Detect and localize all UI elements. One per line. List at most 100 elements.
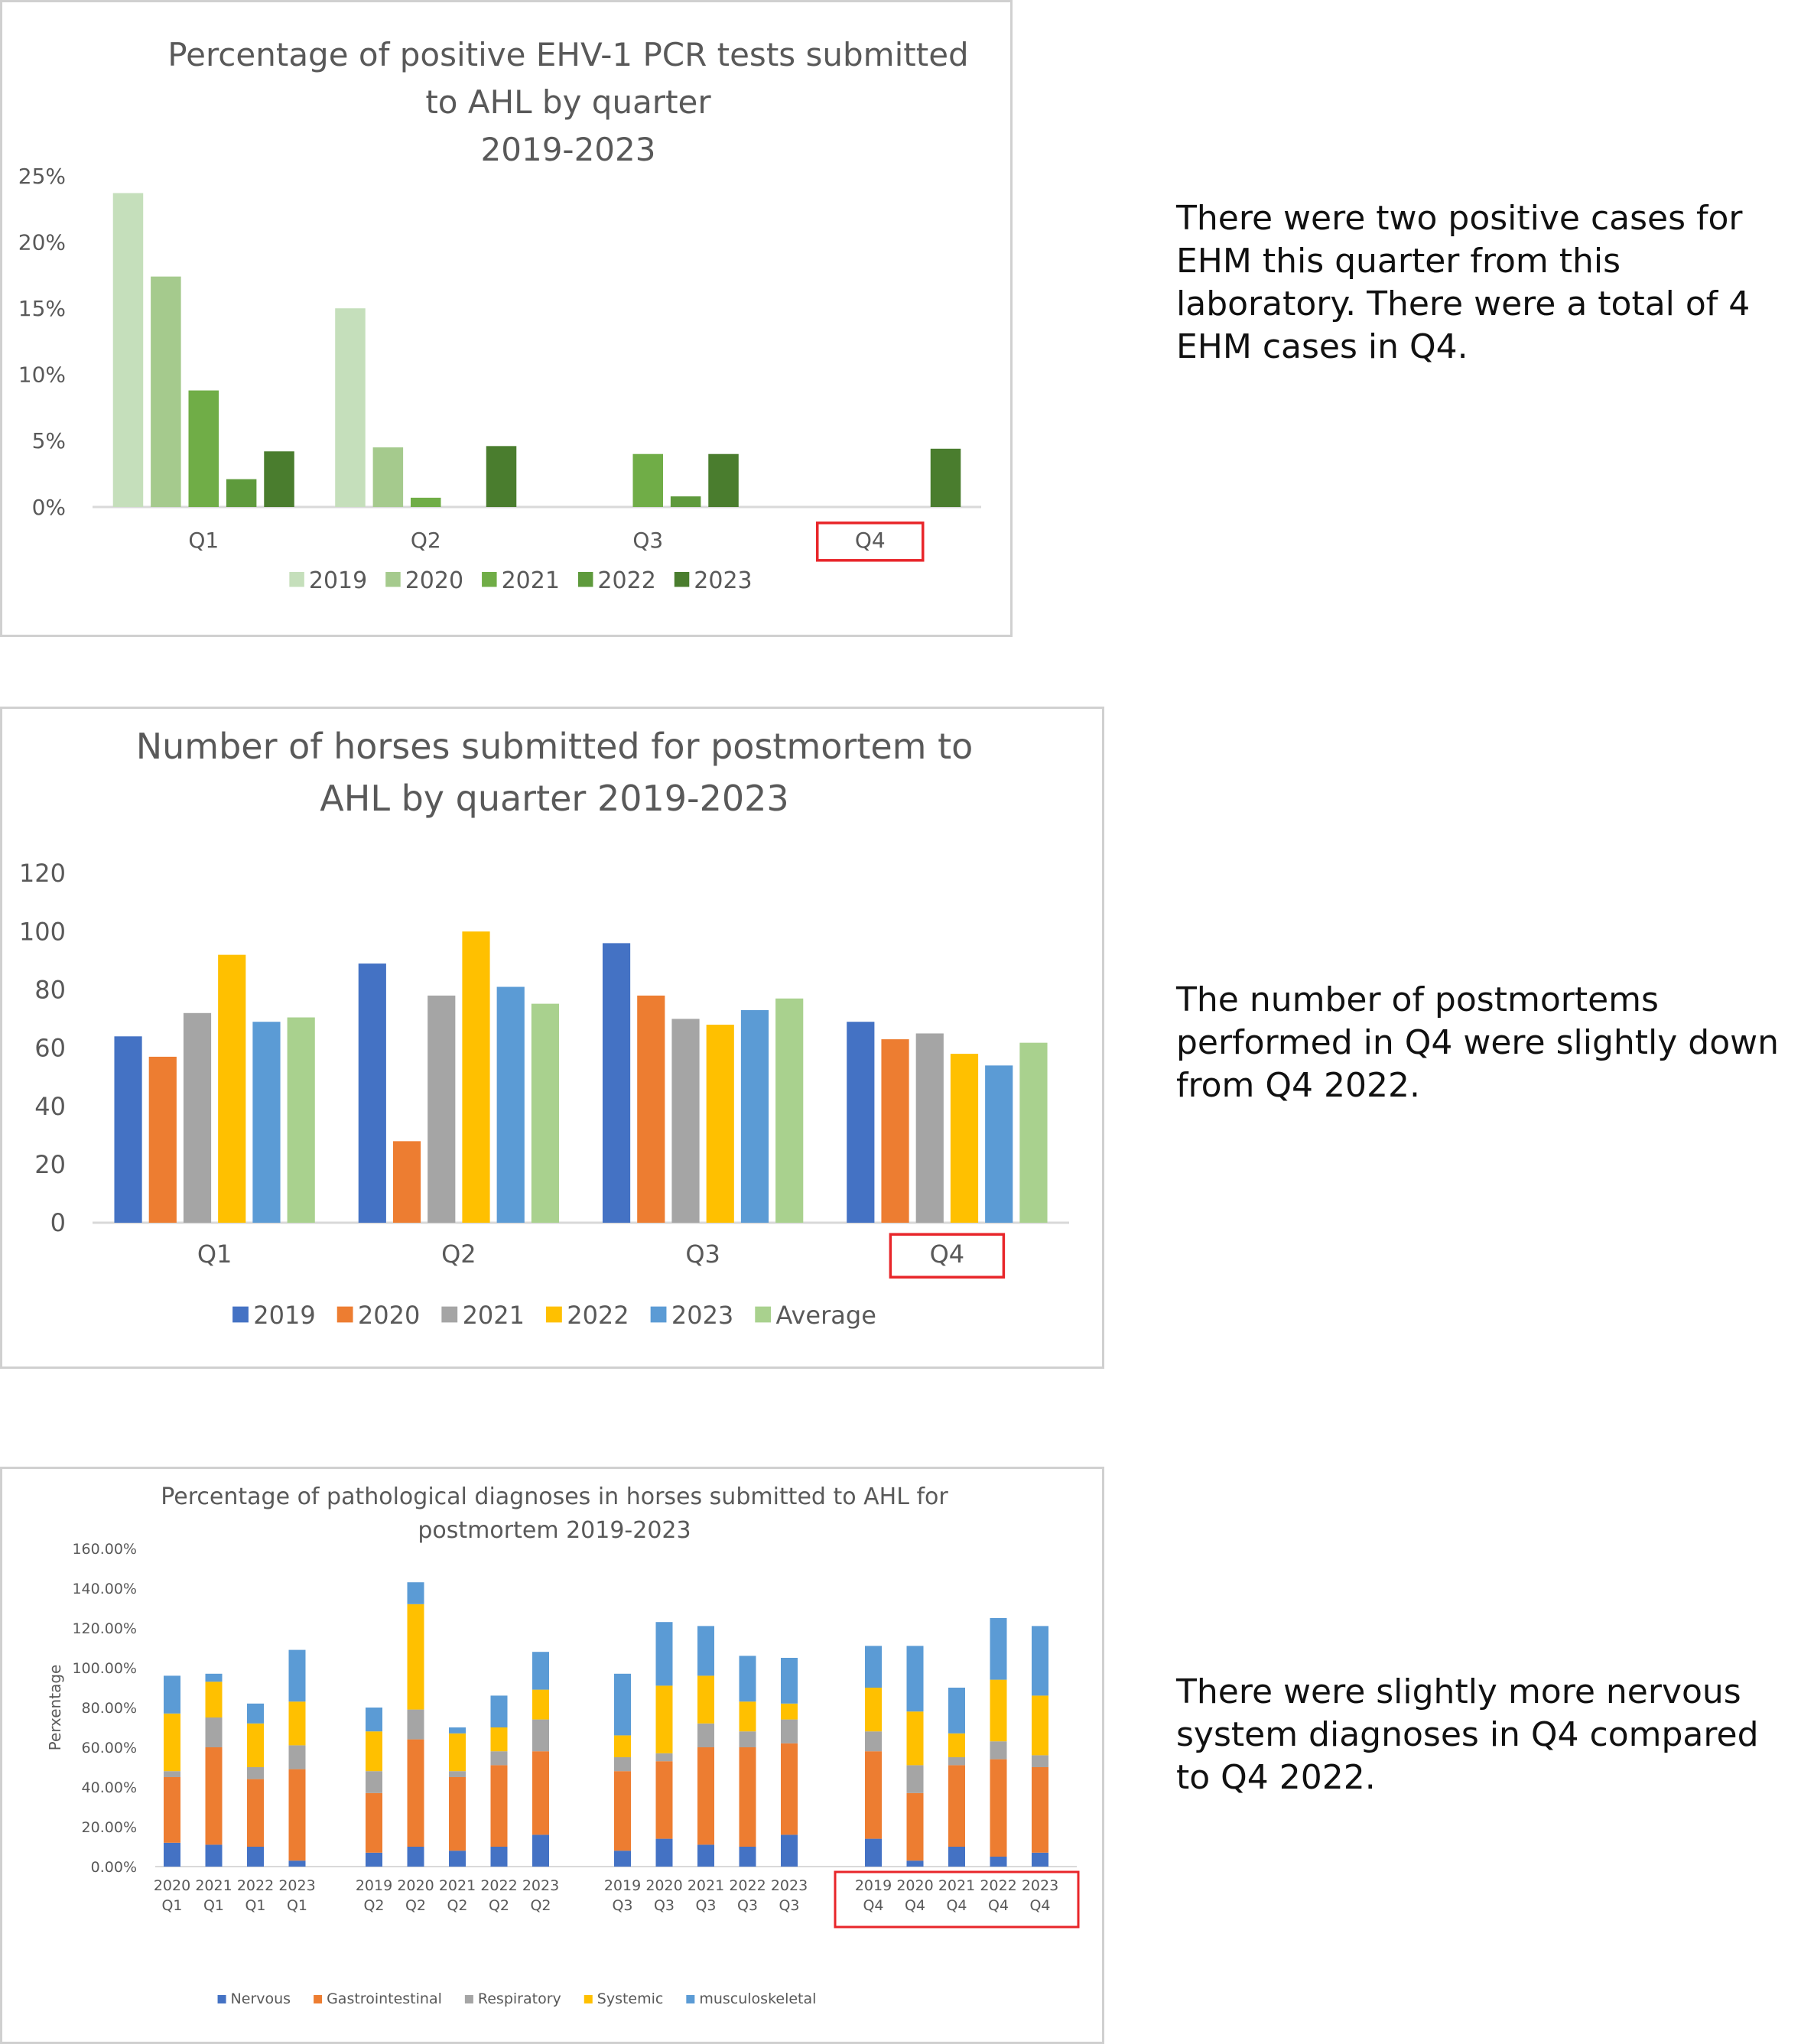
bar-Nervous-2022-Q2 bbox=[490, 1847, 508, 1867]
legend-label: 2020 bbox=[358, 1301, 420, 1330]
y-tick-label: 60 bbox=[34, 1034, 66, 1063]
bar-Respiratory-2019-Q3 bbox=[614, 1757, 631, 1772]
bar-2023-Q4 bbox=[985, 1065, 1013, 1223]
bar-Systemic-2020-Q1 bbox=[164, 1713, 180, 1772]
x-tick-label: Q4 bbox=[855, 528, 886, 553]
bar-2019-Q3 bbox=[602, 943, 631, 1223]
legend-swatch-musculoskeletal bbox=[686, 1995, 695, 2003]
x-tick-label: Q4 bbox=[930, 1240, 965, 1269]
y-tick-label: 60.00% bbox=[82, 1740, 137, 1756]
x-tick-label-year: 2019 bbox=[855, 1877, 892, 1894]
x-tick-label-quarter: Q2 bbox=[447, 1897, 467, 1914]
bar-2019-Q1 bbox=[114, 1036, 142, 1223]
chart-title-line: Percentage of pathological diagnoses in … bbox=[161, 1483, 948, 1510]
bar-2021-Q4 bbox=[915, 1033, 944, 1223]
x-tick-label-year: 2022 bbox=[980, 1877, 1016, 1894]
bar-Gastrointestinal-2021-Q3 bbox=[697, 1747, 714, 1845]
y-tick-label: 0 bbox=[50, 1208, 66, 1237]
bar-musculoskeletal-2022-Q1 bbox=[247, 1703, 264, 1724]
legend-swatch-Gastrointestinal bbox=[314, 1995, 323, 2003]
x-tick-label-quarter: Q4 bbox=[988, 1897, 1009, 1914]
y-tick-label: 10% bbox=[18, 362, 66, 388]
bar-Nervous-2023-Q2 bbox=[532, 1834, 549, 1867]
y-tick-label: 120 bbox=[19, 859, 66, 888]
bar-Nervous-2019-Q3 bbox=[614, 1851, 631, 1867]
bar-Respiratory-2021-Q3 bbox=[697, 1723, 714, 1747]
bar-2023-Q4 bbox=[930, 448, 961, 507]
bar-2023-Q2 bbox=[486, 446, 517, 507]
ehv1-note: There were two positive cases for EHM th… bbox=[1176, 199, 1751, 366]
x-tick-label-year: 2020 bbox=[397, 1877, 434, 1894]
bar-Nervous-2021-Q2 bbox=[449, 1851, 466, 1867]
legend-label: 2023 bbox=[694, 567, 752, 594]
ehv1-chart: Percentage of positive EHV-1 PCR tests s… bbox=[18, 36, 981, 594]
bar-Gastrointestinal-2019-Q2 bbox=[366, 1792, 382, 1853]
bar-Nervous-2022-Q4 bbox=[990, 1857, 1007, 1867]
bar-Respiratory-2023-Q4 bbox=[1032, 1755, 1048, 1767]
postmortem-chart-panel: Number of horses submitted for postmorte… bbox=[0, 707, 1104, 1369]
q4-highlight-box bbox=[834, 1870, 1080, 1929]
bar-2023-Q3 bbox=[740, 1009, 769, 1223]
x-tick-label-year: 2020 bbox=[896, 1877, 933, 1894]
bar-2020-Q1 bbox=[151, 276, 181, 507]
bar-Respiratory-2020-Q3 bbox=[655, 1753, 673, 1762]
x-tick-label-year: 2020 bbox=[154, 1877, 190, 1894]
bar-2019-Q2 bbox=[358, 964, 386, 1223]
chart-title-line: 2019-2023 bbox=[481, 131, 656, 168]
x-tick-label-quarter: Q4 bbox=[1029, 1897, 1050, 1914]
bar-2023-Q1 bbox=[264, 451, 294, 507]
q4-highlight-box bbox=[889, 1233, 1006, 1279]
y-tick-label: 120.00% bbox=[72, 1620, 137, 1637]
chart-title-line: Percentage of positive EHV-1 PCR tests s… bbox=[167, 36, 968, 73]
bar-Gastrointestinal-2022-Q2 bbox=[490, 1765, 508, 1847]
bar-musculoskeletal-2023-Q4 bbox=[1032, 1626, 1048, 1696]
bar-musculoskeletal-2023-Q1 bbox=[288, 1649, 306, 1702]
bar-Average-Q3 bbox=[775, 998, 804, 1223]
legend-swatch-2023 bbox=[674, 572, 690, 587]
x-tick-label-quarter: Q2 bbox=[489, 1897, 509, 1914]
bar-Nervous-2021-Q4 bbox=[948, 1847, 965, 1867]
diagnoses-chart: Percentage of pathological diagnoses in … bbox=[46, 1483, 1080, 2007]
bar-2021-Q3 bbox=[632, 453, 664, 507]
bar-Nervous-2020-Q4 bbox=[906, 1860, 924, 1867]
bar-Gastrointestinal-2019-Q4 bbox=[865, 1751, 882, 1839]
legend-swatch-2021 bbox=[482, 572, 497, 587]
bar-Nervous-2021-Q3 bbox=[697, 1844, 714, 1867]
bar-Average-Q4 bbox=[1019, 1042, 1048, 1223]
bar-2020-Q2 bbox=[372, 447, 404, 507]
legend-label: Systemic bbox=[597, 1990, 664, 2007]
x-tick-label: Q1 bbox=[188, 528, 219, 553]
x-tick-label: Q3 bbox=[685, 1240, 720, 1269]
y-tick-label: 25% bbox=[18, 164, 66, 189]
x-tick-label-quarter: Q2 bbox=[405, 1897, 426, 1914]
bar-2022-Q4 bbox=[950, 1054, 979, 1223]
bar-2022-Q1 bbox=[226, 479, 257, 507]
bar-Systemic-2022-Q2 bbox=[490, 1727, 508, 1752]
y-tick-label: 80 bbox=[34, 976, 66, 1005]
bar-musculoskeletal-2021-Q3 bbox=[697, 1626, 714, 1676]
bar-2022-Q1 bbox=[218, 954, 246, 1223]
legend-swatch-Average bbox=[755, 1306, 772, 1323]
bar-Gastrointestinal-2023-Q1 bbox=[288, 1769, 306, 1861]
x-tick-label-year: 2019 bbox=[356, 1877, 392, 1894]
x-tick-label-quarter: Q1 bbox=[287, 1897, 307, 1914]
bar-Gastrointestinal-2023-Q3 bbox=[781, 1743, 798, 1835]
legend-swatch-Nervous bbox=[217, 1995, 226, 2003]
bar-2022-Q2 bbox=[462, 931, 490, 1223]
diagnoses-note: There were slightly more nervous system … bbox=[1176, 1672, 1759, 1797]
legend-label: 2019 bbox=[253, 1301, 315, 1330]
legend-swatch-2019 bbox=[232, 1306, 249, 1323]
x-tick-label-year: 2022 bbox=[480, 1877, 517, 1894]
bar-musculoskeletal-2022-Q2 bbox=[490, 1695, 508, 1727]
y-tick-label: 80.00% bbox=[82, 1700, 137, 1717]
y-tick-label: 100.00% bbox=[72, 1660, 137, 1677]
bar-2021-Q1 bbox=[188, 390, 219, 507]
legend-swatch-2022 bbox=[546, 1306, 562, 1323]
chart-title-line: AHL by quarter 2019-2023 bbox=[320, 778, 788, 819]
bar-musculoskeletal-2023-Q3 bbox=[781, 1658, 798, 1704]
bar-musculoskeletal-2020-Q1 bbox=[164, 1675, 180, 1714]
bar-Gastrointestinal-2022-Q4 bbox=[990, 1759, 1007, 1857]
legend: 2019 2020 2021 2022 2023 bbox=[289, 567, 753, 594]
bar-Systemic-2019-Q4 bbox=[865, 1688, 882, 1732]
bar-2022-Q3 bbox=[670, 496, 701, 507]
